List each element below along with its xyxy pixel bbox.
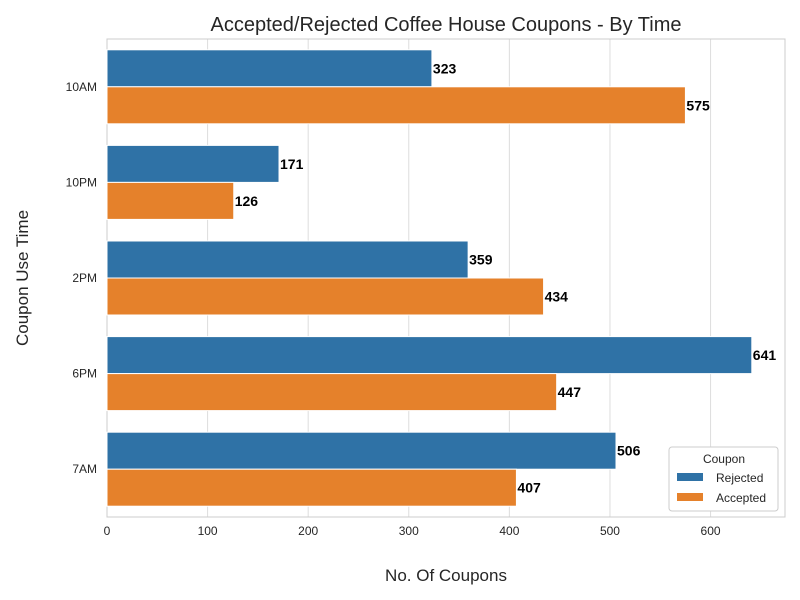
data-labels: 323 575 171 126 359 434 641 447 506 407	[235, 60, 777, 495]
data-label-rejected-10pm: 171	[280, 156, 304, 172]
x-tick-label: 400	[499, 524, 519, 538]
data-label-rejected-2pm: 359	[469, 252, 493, 268]
data-label-rejected-10am: 323	[433, 60, 457, 76]
y-axis-label: Coupon Use Time	[13, 210, 32, 346]
bar-accepted-2pm	[106, 277, 545, 316]
bar-rejected-10pm	[106, 144, 280, 183]
y-axis-ticks: 10AM 10PM 2PM 6PM 7AM	[66, 80, 97, 476]
data-label-accepted-10am: 575	[686, 97, 710, 113]
legend-title: Coupon	[703, 452, 745, 466]
x-tick-label: 600	[701, 524, 721, 538]
data-label-accepted-2pm: 434	[545, 289, 569, 305]
data-label-rejected-6pm: 641	[753, 347, 777, 363]
data-label-accepted-7am: 407	[517, 480, 541, 496]
data-label-accepted-6pm: 447	[558, 384, 582, 400]
y-tick-label: 10AM	[66, 80, 97, 94]
legend-label-accepted: Accepted	[716, 491, 766, 505]
x-tick-label: 300	[399, 524, 419, 538]
y-tick-label: 7AM	[72, 462, 97, 476]
y-tick-label: 6PM	[72, 367, 97, 381]
data-label-accepted-10pm: 126	[235, 193, 259, 209]
bar-rejected-7am	[106, 431, 617, 470]
x-axis-label: No. Of Coupons	[385, 566, 507, 585]
chart-title: Accepted/Rejected Coffee House Coupons -…	[211, 14, 682, 36]
x-tick-label: 0	[104, 524, 111, 538]
x-axis-ticks: 0 100 200 300 400 500 600	[104, 524, 721, 538]
bar-accepted-10pm	[106, 181, 235, 220]
x-tick-label: 200	[298, 524, 318, 538]
bar-rejected-10am	[106, 49, 433, 88]
bar-accepted-7am	[106, 468, 517, 507]
bar-rejected-2pm	[106, 240, 469, 279]
data-label-rejected-7am: 506	[617, 443, 641, 459]
legend-label-rejected: Rejected	[716, 471, 763, 485]
legend-swatch-rejected	[677, 473, 703, 481]
bars	[106, 49, 753, 507]
legend: Coupon Rejected Accepted	[668, 446, 779, 512]
bar-rejected-6pm	[106, 336, 753, 375]
y-tick-label: 2PM	[72, 271, 97, 285]
legend-swatch-accepted	[677, 493, 703, 501]
x-tick-label: 100	[198, 524, 218, 538]
bar-accepted-10am	[106, 86, 686, 125]
y-tick-label: 10PM	[66, 175, 97, 189]
bar-accepted-6pm	[106, 373, 558, 412]
x-tick-label: 500	[600, 524, 620, 538]
